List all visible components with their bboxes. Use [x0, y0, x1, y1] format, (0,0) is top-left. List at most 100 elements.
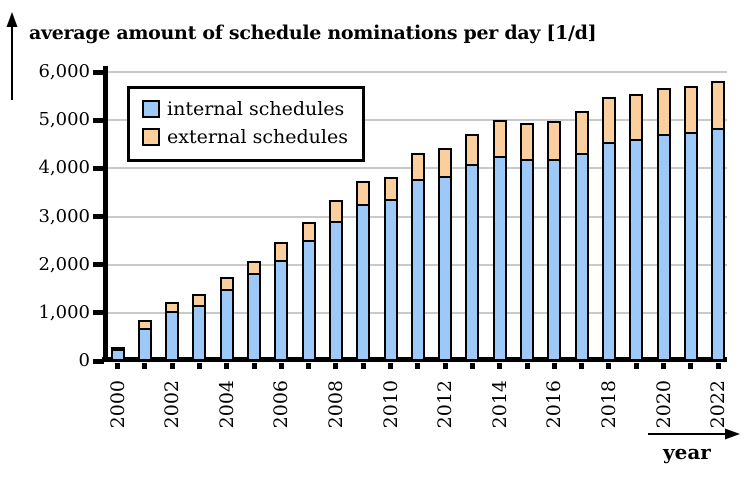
bar-2016 — [547, 120, 562, 361]
bar-2008 — [328, 200, 343, 361]
legend-item-external: external schedules — [142, 126, 348, 148]
bar-2021 — [683, 86, 698, 361]
bar-2018-external — [601, 96, 616, 144]
bar-2001-external — [137, 320, 152, 330]
y-tick-1000 — [93, 310, 104, 316]
bar-2007 — [301, 221, 316, 361]
bar-2007-external — [301, 221, 316, 242]
bar-2004-external — [219, 276, 234, 292]
x-tick-label-2004: 2004 — [216, 372, 238, 428]
bar-2008-external — [328, 200, 343, 224]
x-tick-label-2006: 2006 — [270, 372, 292, 428]
bar-2012 — [438, 147, 453, 361]
bar-2022-internal — [711, 130, 726, 361]
bar-2010 — [383, 176, 398, 361]
bar-2019-external — [629, 94, 644, 142]
x-tick-2017 — [579, 363, 585, 369]
y-tick-label-1000: 1,000 — [38, 301, 90, 323]
x-tick-label-2016: 2016 — [543, 372, 565, 428]
bar-2017-internal — [574, 154, 589, 361]
bar-2017 — [574, 111, 589, 361]
bar-2008-internal — [328, 223, 343, 361]
bar-2005-external — [247, 260, 261, 276]
x-tick-label-text: 2014 — [488, 379, 511, 428]
x-tick-2009 — [360, 363, 366, 369]
bar-2007-internal — [301, 241, 316, 361]
bar-2010-internal — [383, 201, 398, 361]
bar-2020-internal — [656, 136, 671, 361]
x-tick-label-2018: 2018 — [598, 372, 620, 428]
bar-2009 — [356, 181, 371, 361]
y-tick-2000 — [93, 262, 104, 268]
bar-2006-external — [274, 242, 289, 262]
bar-2000 — [110, 346, 125, 361]
bar-2002 — [165, 301, 180, 361]
bar-2005 — [247, 260, 261, 361]
x-tick-2010 — [388, 363, 393, 369]
x-tick-2007 — [306, 363, 312, 369]
bar-2016-internal — [547, 161, 562, 361]
legend-item-internal: internal schedules — [142, 98, 348, 120]
x-tick-2020 — [661, 363, 666, 369]
bar-2003-internal — [192, 306, 207, 361]
y-tick-label-6000: 6,000 — [38, 61, 90, 82]
bar-2015-external — [520, 122, 534, 162]
legend-label-external: external schedules — [167, 126, 348, 148]
bar-2022-external — [711, 80, 726, 131]
x-tick-label-2014: 2014 — [489, 372, 511, 428]
x-tick-label-2020: 2020 — [653, 372, 675, 428]
x-tick-2005 — [251, 363, 257, 369]
bar-2009-external — [356, 181, 371, 207]
x-tick-label-2010: 2010 — [380, 372, 402, 428]
x-tick-label-text: 2010 — [379, 379, 402, 428]
bar-2012-external — [438, 147, 453, 178]
bar-2021-external — [683, 86, 698, 135]
x-tick-label-text: 2020 — [652, 379, 675, 428]
y-tick-label-5000: 5,000 — [38, 109, 90, 131]
bar-2018 — [601, 96, 616, 361]
bar-2013 — [465, 134, 480, 361]
bar-2000-internal — [110, 351, 125, 361]
bar-2017-external — [574, 111, 589, 155]
x-tick-label-text: 2016 — [543, 379, 566, 428]
bar-2015 — [520, 122, 534, 361]
x-tick-2006 — [278, 363, 284, 369]
bar-2003-external — [192, 294, 207, 307]
gridline-5000 — [107, 119, 727, 122]
x-tick-2016 — [551, 363, 557, 369]
x-tick-2015 — [524, 363, 530, 369]
bar-2018-internal — [601, 143, 616, 361]
x-tick-2008 — [333, 363, 339, 369]
bar-2014-internal — [492, 158, 507, 361]
y-tick-6000 — [93, 69, 104, 75]
x-axis-direction-arrow-icon — [648, 428, 740, 440]
bar-2021-internal — [683, 134, 698, 361]
x-tick-2018 — [606, 363, 612, 369]
bar-2014 — [492, 120, 507, 361]
y-tick-5000 — [93, 117, 104, 123]
bar-2004 — [219, 276, 234, 361]
bar-2012-internal — [438, 178, 453, 361]
bar-2015-internal — [520, 161, 534, 361]
bar-2002-external — [165, 301, 180, 313]
x-tick-label-2008: 2008 — [325, 372, 347, 428]
x-tick-label-text: 2012 — [434, 379, 457, 428]
bar-2020-external — [656, 87, 671, 137]
bar-2013-internal — [465, 165, 480, 361]
x-tick-label-2000: 2000 — [107, 372, 129, 428]
bar-2006 — [274, 242, 289, 361]
bar-2000-external — [110, 346, 125, 352]
y-axis-line — [103, 66, 108, 362]
bar-2016-external — [547, 120, 562, 162]
y-tick-label-0: 0 — [78, 350, 90, 371]
x-tick-label-text: 2008 — [324, 379, 347, 428]
x-tick-label-text: 2004 — [215, 379, 238, 428]
y-tick-3000 — [93, 214, 104, 219]
x-tick-2000 — [115, 363, 120, 369]
x-tick-2019 — [633, 363, 639, 369]
bar-2004-internal — [219, 291, 234, 361]
x-tick-2021 — [688, 363, 694, 369]
x-axis-title: year — [663, 440, 711, 464]
y-tick-label-2000: 2,000 — [38, 253, 90, 275]
